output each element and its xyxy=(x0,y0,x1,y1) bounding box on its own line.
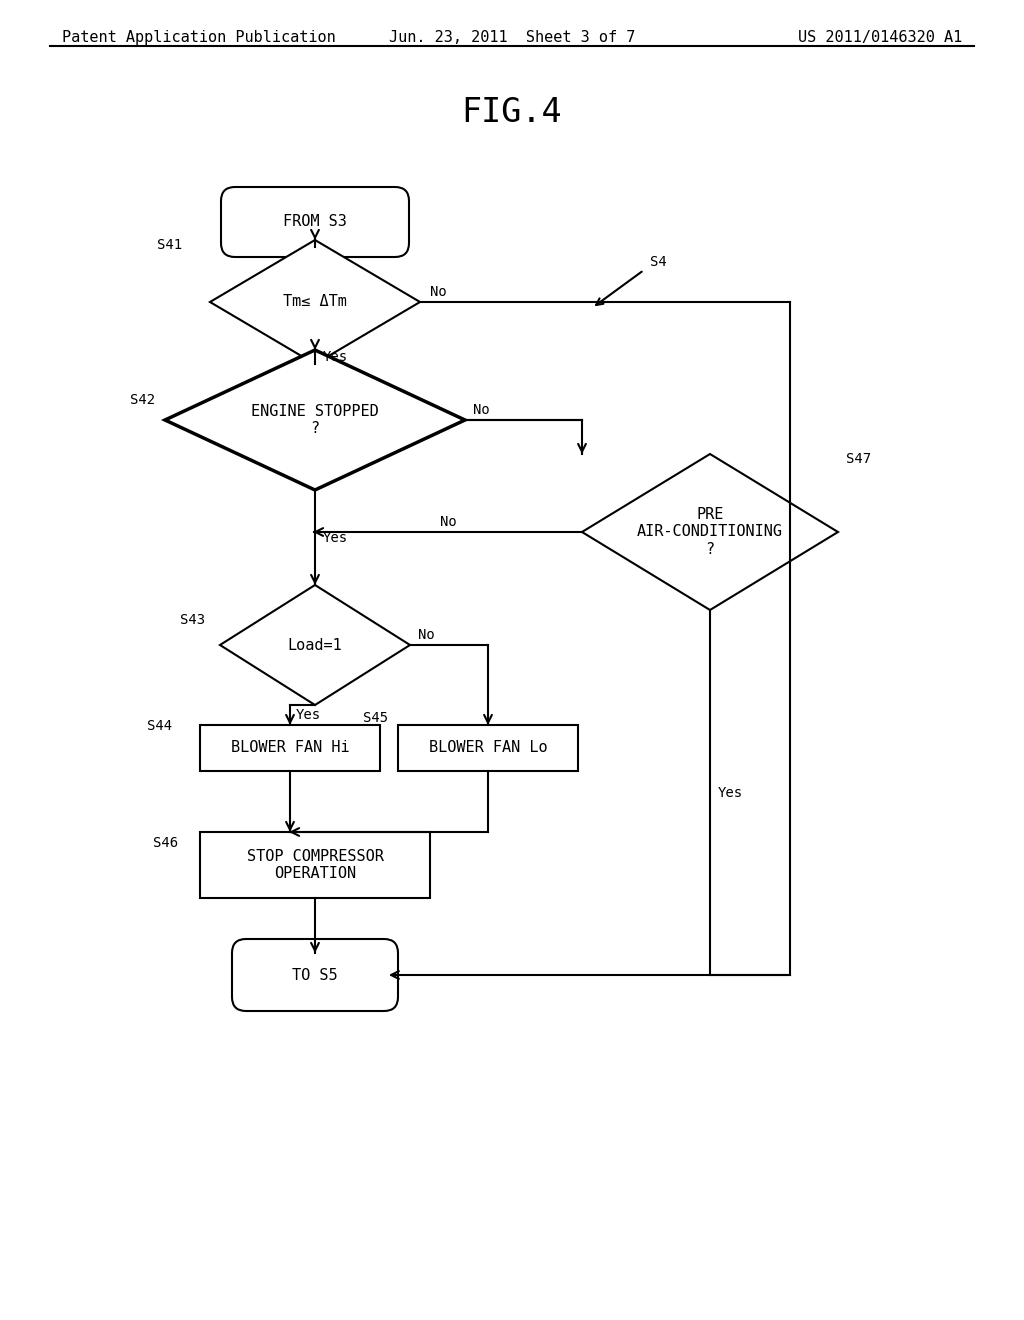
FancyBboxPatch shape xyxy=(200,725,380,771)
Text: Yes: Yes xyxy=(296,708,322,722)
Text: No: No xyxy=(418,628,435,642)
Text: STOP COMPRESSOR
OPERATION: STOP COMPRESSOR OPERATION xyxy=(247,849,383,882)
FancyBboxPatch shape xyxy=(232,939,398,1011)
Text: S44: S44 xyxy=(146,719,172,733)
FancyBboxPatch shape xyxy=(398,725,578,771)
Text: PRE
AIR-CONDITIONING
?: PRE AIR-CONDITIONING ? xyxy=(637,507,783,557)
Polygon shape xyxy=(220,585,410,705)
Text: No: No xyxy=(439,515,457,529)
Text: S45: S45 xyxy=(362,711,388,725)
Text: Load=1: Load=1 xyxy=(288,638,342,652)
Text: BLOWER FAN Lo: BLOWER FAN Lo xyxy=(429,741,547,755)
Text: S43: S43 xyxy=(180,612,205,627)
Text: ENGINE STOPPED
?: ENGINE STOPPED ? xyxy=(251,404,379,436)
Text: FROM S3: FROM S3 xyxy=(283,214,347,230)
Text: No: No xyxy=(473,403,489,417)
Text: S47: S47 xyxy=(846,451,871,466)
Text: S46: S46 xyxy=(153,836,178,850)
Text: Yes: Yes xyxy=(718,785,743,800)
FancyBboxPatch shape xyxy=(200,832,430,898)
Text: Jun. 23, 2011  Sheet 3 of 7: Jun. 23, 2011 Sheet 3 of 7 xyxy=(389,30,635,45)
Polygon shape xyxy=(582,454,838,610)
Text: Tm≤ ΔTm: Tm≤ ΔTm xyxy=(283,294,347,309)
Text: S41: S41 xyxy=(157,238,182,252)
Polygon shape xyxy=(210,240,420,364)
Text: BLOWER FAN Hi: BLOWER FAN Hi xyxy=(230,741,349,755)
Text: FIG.4: FIG.4 xyxy=(462,95,562,128)
FancyBboxPatch shape xyxy=(221,187,409,257)
Text: TO S5: TO S5 xyxy=(292,968,338,982)
Text: S42: S42 xyxy=(130,393,155,407)
Text: Yes: Yes xyxy=(323,350,348,364)
Text: Yes: Yes xyxy=(323,531,348,545)
Text: S4: S4 xyxy=(650,255,667,269)
Polygon shape xyxy=(165,350,465,490)
Text: US 2011/0146320 A1: US 2011/0146320 A1 xyxy=(798,30,962,45)
Text: Patent Application Publication: Patent Application Publication xyxy=(62,30,336,45)
Text: No: No xyxy=(430,285,446,300)
